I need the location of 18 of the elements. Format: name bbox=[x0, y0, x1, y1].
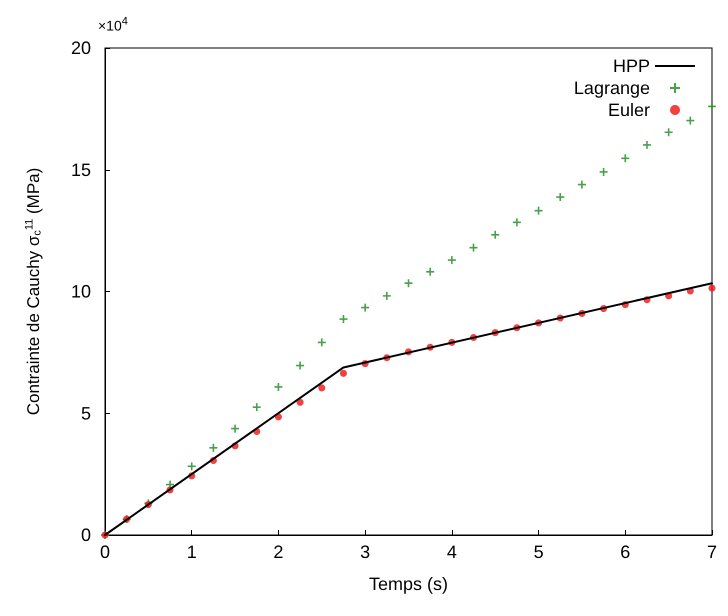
y-axis-title: Contrainte de Cauchy σc11 (MPa) bbox=[24, 168, 44, 416]
legend-label: Lagrange bbox=[574, 78, 650, 98]
y-tick-label: 15 bbox=[70, 160, 91, 180]
x-tick-label: 0 bbox=[100, 542, 110, 562]
y-tick-label: 5 bbox=[80, 403, 91, 424]
y-tick-label: 20 bbox=[70, 38, 91, 58]
x-tick-label: 2 bbox=[273, 542, 284, 562]
y-tick-label: 10 bbox=[70, 282, 91, 302]
legend-label: Euler bbox=[608, 100, 650, 120]
x-tick-label: 6 bbox=[620, 542, 630, 562]
x-axis-title: Temps (s) bbox=[368, 574, 448, 594]
x-tick-label: 1 bbox=[186, 542, 197, 562]
x-tick-label: 7 bbox=[706, 542, 717, 562]
x-tick-label: 3 bbox=[360, 542, 370, 562]
y-tick-label: 0 bbox=[80, 525, 91, 545]
x-tick-label: 5 bbox=[534, 542, 544, 562]
legend-label: HPP bbox=[612, 56, 650, 76]
x-tick-label: 4 bbox=[446, 542, 457, 562]
